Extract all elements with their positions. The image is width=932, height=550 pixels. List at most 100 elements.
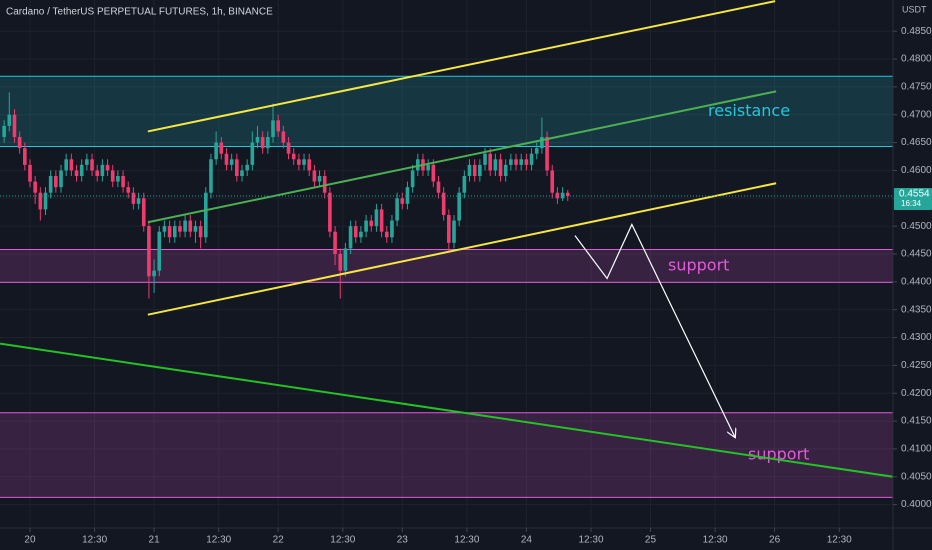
candle-body xyxy=(271,120,275,138)
x-tick-label: 22 xyxy=(273,535,285,546)
drawings xyxy=(0,0,894,478)
zone xyxy=(0,76,893,147)
candle-body xyxy=(478,164,482,176)
candle-body xyxy=(136,198,141,204)
candle-body xyxy=(333,231,337,254)
candle-body xyxy=(348,226,353,249)
candle-body xyxy=(560,192,565,199)
x-tick-label: 20 xyxy=(24,535,36,546)
candle-body xyxy=(302,159,306,165)
candle-body xyxy=(281,131,286,143)
y-tick-label: 0.4000 xyxy=(901,499,932,510)
x-tick-label: 21 xyxy=(149,535,161,546)
candle-body xyxy=(529,153,534,165)
candle-body xyxy=(38,192,43,210)
candle-body xyxy=(555,192,560,199)
y-tick-label: 0.4800 xyxy=(901,54,932,65)
candle-body xyxy=(33,181,37,193)
candle-body xyxy=(317,176,322,182)
candle-body xyxy=(7,114,12,126)
x-tick-label: 12:30 xyxy=(82,535,107,546)
candles xyxy=(2,92,570,299)
x-tick-label: 12:30 xyxy=(330,535,355,546)
y-tick-label: 0.4050 xyxy=(901,471,932,482)
y-tick-label: 0.4750 xyxy=(901,82,932,93)
chart-title: Cardano / TetherUS PERPETUAL FUTURES, 1h… xyxy=(6,7,273,18)
candle-body xyxy=(565,192,570,197)
candle-body xyxy=(126,187,131,193)
candle-body xyxy=(447,214,451,243)
candle-body xyxy=(488,153,493,171)
candle-body xyxy=(514,159,518,165)
candle-body xyxy=(400,198,405,204)
candle-body xyxy=(545,137,549,171)
candle-body xyxy=(69,159,74,171)
candle-body xyxy=(307,159,312,171)
candle-body xyxy=(110,170,115,182)
candle-body xyxy=(441,192,446,215)
candle-body xyxy=(100,164,105,176)
candle-body xyxy=(147,226,151,277)
candle-body xyxy=(105,164,110,171)
zones: resistance support support xyxy=(0,75,893,498)
candle-body xyxy=(483,153,487,165)
candle-body xyxy=(276,120,280,132)
last-price-box xyxy=(894,188,932,211)
candle-body xyxy=(2,125,6,138)
y-tick-label: 0.4650 xyxy=(901,137,932,148)
candle-body xyxy=(550,170,555,193)
candle-body xyxy=(343,248,348,271)
candle-body xyxy=(240,170,244,176)
y-tick-label: 0.4300 xyxy=(901,332,932,343)
y-tick-label: 0.4200 xyxy=(901,388,932,399)
candle-body xyxy=(266,137,270,149)
y-tick-label: 0.4150 xyxy=(901,416,932,427)
candle-body xyxy=(188,220,193,232)
trend-line xyxy=(0,342,894,478)
zone xyxy=(0,249,893,283)
candle-body xyxy=(48,176,53,193)
candle-body xyxy=(141,198,146,227)
x-tick-label: 12:30 xyxy=(827,535,852,546)
candle-body xyxy=(452,220,456,243)
candle-body xyxy=(467,164,472,176)
x-tick-label: 25 xyxy=(645,535,657,546)
candle-body xyxy=(162,226,167,232)
candle-body xyxy=(245,164,249,171)
candle-body xyxy=(462,176,467,193)
candle-body xyxy=(291,153,296,160)
candle-body xyxy=(255,137,260,143)
candle-body xyxy=(157,231,162,271)
candle-body xyxy=(297,159,301,165)
candle-body xyxy=(524,159,529,165)
candle-body xyxy=(312,170,317,182)
candle-body xyxy=(395,198,399,221)
y-tick-label: 0.4450 xyxy=(901,249,932,260)
candle-body xyxy=(338,253,343,271)
candle-body xyxy=(410,170,415,188)
candle-body xyxy=(131,192,136,204)
candle-body xyxy=(503,164,508,176)
candle-body xyxy=(534,148,539,154)
candle-body xyxy=(260,137,265,149)
y-tick-label: 0.4600 xyxy=(901,165,932,176)
y-tick-label: 0.4350 xyxy=(901,304,932,315)
x-tick-label: 12:30 xyxy=(579,535,604,546)
candle-body xyxy=(12,114,17,138)
candle-body xyxy=(384,231,389,238)
x-tick-label: 23 xyxy=(397,535,409,546)
candle-body xyxy=(374,209,379,227)
candle-body xyxy=(121,176,125,188)
trend-line xyxy=(147,0,776,133)
candle-body xyxy=(328,192,332,232)
candle-body xyxy=(23,148,27,165)
candle-body xyxy=(95,170,100,176)
y-tick-label: 0.4400 xyxy=(901,276,932,287)
axis-unit: USDT xyxy=(902,4,927,14)
candle-body xyxy=(369,220,374,227)
candle-body xyxy=(116,176,120,182)
candle-body xyxy=(405,187,410,204)
candle-body xyxy=(436,181,441,193)
